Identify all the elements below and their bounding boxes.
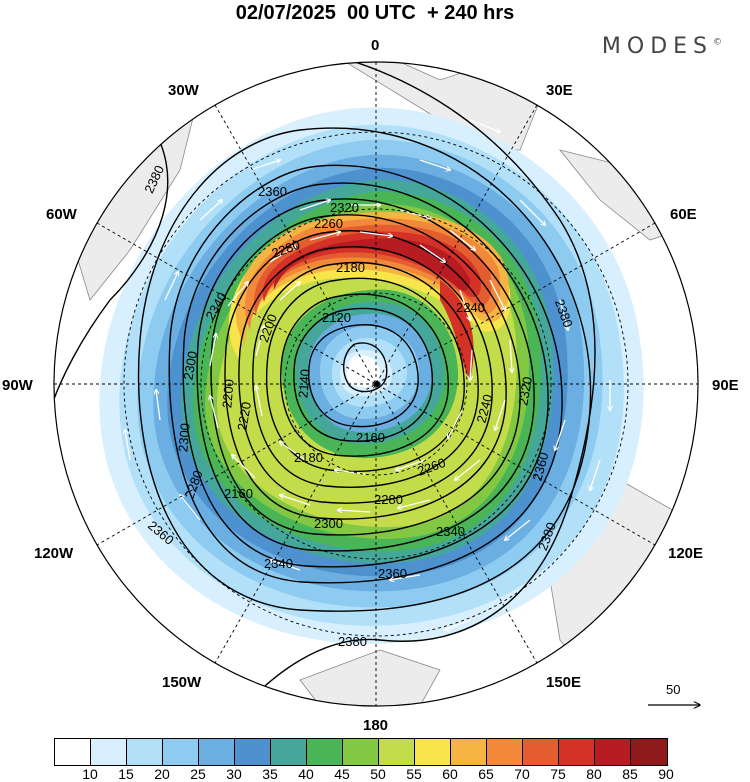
reference-vector: 50 xyxy=(648,682,700,705)
contour-label: 2300 xyxy=(180,350,200,381)
colorbar-tick-label: 15 xyxy=(118,766,134,782)
colorbar-tick-label: 30 xyxy=(226,766,242,782)
lon-label-30e: 30E xyxy=(546,82,573,99)
contour-label: 2300 xyxy=(175,422,192,452)
colorbar-tick-label: 35 xyxy=(262,766,278,782)
colorbar-tick-label: 45 xyxy=(334,766,350,782)
colorbar-tick-label: 70 xyxy=(514,766,530,782)
contour-label: 2320 xyxy=(330,200,359,215)
lon-label-60e: 60E xyxy=(670,206,697,223)
colorbar-tick-label: 90 xyxy=(658,766,674,782)
lon-label-120w: 120W xyxy=(34,545,74,562)
colorbar xyxy=(54,738,668,766)
lon-label-150e: 150E xyxy=(546,674,581,691)
longitude-labels: 0 30E 60E 90E 120E 150E 180 150W 120W 90… xyxy=(2,37,739,730)
lon-label-90w: 90W xyxy=(2,377,34,394)
colorbar-cell xyxy=(343,739,379,765)
colorbar-tick-label: 80 xyxy=(586,766,602,782)
contour-label: 2280 xyxy=(374,492,403,507)
colorbar-cell xyxy=(415,739,451,765)
colorbar-cell xyxy=(487,739,523,765)
colorbar-tick-label: 50 xyxy=(370,766,386,782)
graticule xyxy=(54,62,698,706)
colorbar-tick-label: 60 xyxy=(442,766,458,782)
contour-label: 2360 xyxy=(378,566,407,581)
map-boundary xyxy=(53,61,699,707)
contour-label: 2260 xyxy=(314,216,343,231)
colorbar-tick-label: 85 xyxy=(622,766,638,782)
colorbar-tick-label: 75 xyxy=(550,766,566,782)
colorbar-cell xyxy=(559,739,595,765)
contour-label: 2340 xyxy=(436,524,465,539)
contour-label: 2120 xyxy=(322,310,351,325)
pole-marker xyxy=(374,381,380,387)
lon-label-0: 0 xyxy=(371,37,379,54)
lon-label-60w: 60W xyxy=(46,206,78,223)
colorbar-cell xyxy=(91,739,127,765)
contour-label: 2340 xyxy=(264,556,293,571)
contour-label: 2380 xyxy=(338,634,367,649)
contour-labels: 2380 2360 2340 2320 2300 2280 2260 2240 … xyxy=(141,163,576,649)
colorbar-cell xyxy=(199,739,235,765)
contour-label: 2160 xyxy=(356,430,385,445)
contour-label: 2240 xyxy=(474,393,496,425)
contour-label: 2360 xyxy=(530,451,552,483)
reference-vector-label: 50 xyxy=(666,682,680,697)
colorbar-cell xyxy=(523,739,559,765)
colorbar-cell xyxy=(451,739,487,765)
contour-label: 2220 xyxy=(234,401,254,432)
contour-label: 2140 xyxy=(295,368,312,398)
lon-label-90e: 90E xyxy=(712,377,739,394)
contour-label: 2240 xyxy=(456,300,485,315)
colorbar-cell xyxy=(235,739,271,765)
colorbar-tick-label: 20 xyxy=(154,766,170,782)
contour-label: 2360 xyxy=(258,184,287,199)
colorbar-tick-label: 10 xyxy=(82,766,98,782)
contour-label: 2160 xyxy=(224,486,253,501)
colorbar-cell xyxy=(127,739,163,765)
modes-logo: MODES© xyxy=(601,34,722,59)
colorbar-cell xyxy=(595,739,631,765)
colorbar-cell xyxy=(379,739,415,765)
lon-label-150w: 150W xyxy=(162,674,202,691)
contour-label: 2200 xyxy=(219,378,236,408)
polar-map: 2380 2360 2340 2320 2300 2280 2260 2240 … xyxy=(2,37,739,730)
colorbar-tick-label: 55 xyxy=(406,766,422,782)
lon-label-180: 180 xyxy=(363,717,388,730)
colorbar-tick-label: 40 xyxy=(298,766,314,782)
colorbar-cell xyxy=(55,739,91,765)
contour-label: 2320 xyxy=(515,375,535,406)
colorbar-tick-label: 25 xyxy=(190,766,206,782)
colorbar-cell xyxy=(631,739,667,765)
contour-label: 2180 xyxy=(294,450,323,465)
contour-label: 2180 xyxy=(336,260,365,275)
map-title: 02/07/2025 00 UTC + 240 hrs xyxy=(235,2,515,24)
wind-shading xyxy=(54,62,698,706)
colorbar-tick-label: 65 xyxy=(478,766,494,782)
lon-label-120e: 120E xyxy=(668,545,703,562)
colorbar-cell xyxy=(163,739,199,765)
colorbar-cell xyxy=(307,739,343,765)
colorbar-cell xyxy=(271,739,307,765)
contour-label: 2300 xyxy=(314,516,343,531)
lon-label-30w: 30W xyxy=(168,82,200,99)
